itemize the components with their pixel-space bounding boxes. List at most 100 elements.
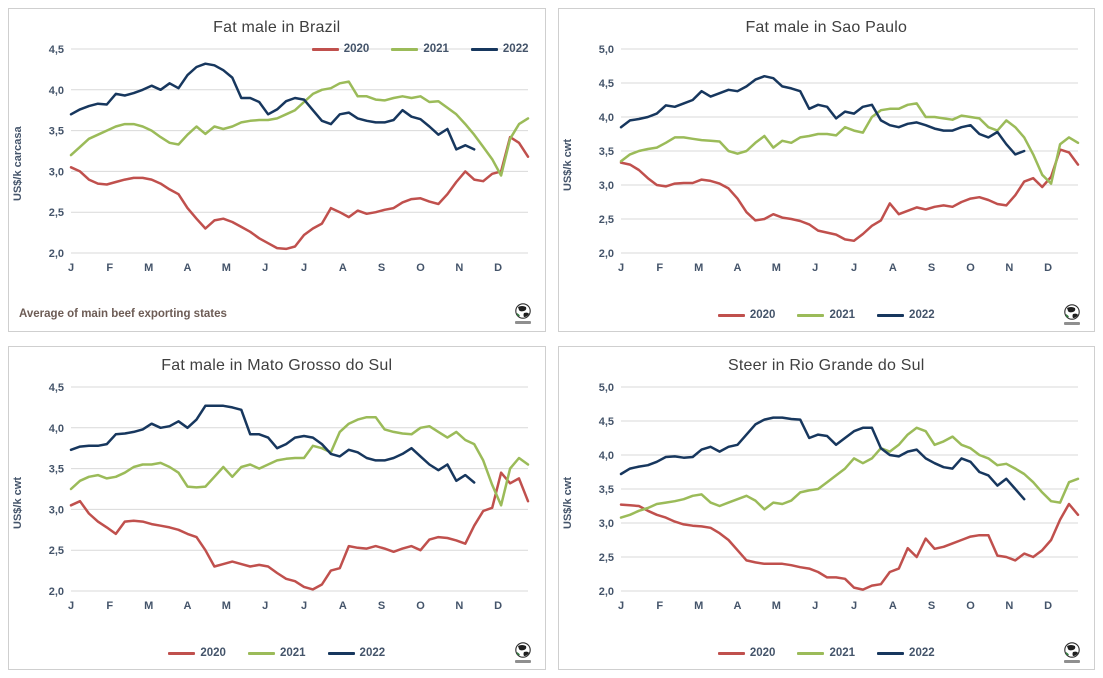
legend-label: 2022	[909, 309, 935, 321]
legend-item-2021: 2021	[391, 43, 449, 55]
x-month-label: S	[378, 600, 385, 612]
x-month-label: S	[928, 262, 935, 274]
y-tick-label: 2,0	[49, 248, 64, 260]
legend-swatch	[877, 651, 905, 655]
x-month-label: D	[494, 262, 502, 274]
chart-title: Fat male in Mato Grosso do Sul	[161, 357, 393, 374]
legend-item-2022: 2022	[877, 647, 935, 659]
x-month-label: O	[416, 262, 425, 274]
y-tick-label: 3,5	[598, 484, 613, 496]
x-month-label: S	[928, 600, 935, 612]
chart-footer: 2020 2021 2022	[559, 637, 1095, 669]
x-month-label: J	[812, 262, 818, 274]
x-month-label: A	[889, 600, 897, 612]
x-month-label: S	[378, 262, 385, 274]
chart-tile-sao-paulo: Fat male in Sao Paulo US$/k cwt 2,0 2,5 3,…	[557, 8, 1095, 332]
legend-swatch	[717, 651, 745, 655]
x-month-label: M	[694, 262, 703, 274]
y-tick-label: 2,0	[598, 248, 613, 260]
legend-item-2020: 2020	[168, 647, 226, 659]
chart-tile-rio-grande-do-sul: Steer in Rio Grande do Sul US$/k cwt 2,0…	[557, 346, 1095, 670]
y-tick-label: 3,0	[49, 166, 64, 178]
x-month-label: O	[416, 600, 425, 612]
series-line-2020	[619, 148, 1079, 243]
x-month-label: A	[889, 262, 897, 274]
line-chart-sao-paulo: 2,0 2,5 3,0 3,5 4,0 4,5 5,0 J F M A M J J A S O N D	[598, 44, 1079, 274]
legend-label: 2022	[502, 43, 529, 55]
x-month-label: A	[339, 262, 347, 274]
x-month-label: M	[222, 600, 231, 612]
x-month-label: A	[184, 600, 192, 612]
x-month-label: M	[222, 262, 231, 274]
legend-swatch	[311, 47, 339, 51]
legend-item-2022: 2022	[470, 43, 529, 55]
y-tick-label: 5,0	[598, 44, 613, 56]
series-line-2022	[70, 404, 476, 484]
legend-swatch	[797, 313, 825, 317]
y-tick-label: 2,5	[49, 207, 64, 219]
legend-label: 2021	[279, 647, 306, 659]
legend-item-2021: 2021	[247, 647, 306, 659]
x-month-label: D	[1044, 600, 1052, 612]
series-line-2022	[619, 416, 1026, 501]
legend-label: 2022	[909, 647, 935, 659]
y-tick-label: 4,5	[49, 382, 64, 394]
chart-area: US$/k cwt 2,0 2,5 3,0 3,5 4,0 4,5 5,0 J F M A M J J A S…	[559, 39, 1095, 299]
series-line-2022	[70, 62, 476, 151]
legend-item-2022: 2022	[327, 647, 385, 659]
x-month-label: D	[494, 600, 502, 612]
y-tick-label: 4,0	[598, 112, 613, 124]
legend-swatch	[327, 651, 355, 655]
x-month-label: F	[107, 262, 114, 274]
legend: 2020 2021 2022	[717, 309, 935, 321]
legend-label: 2020	[749, 647, 776, 659]
x-month-label: F	[656, 600, 663, 612]
series-line-2021	[70, 415, 530, 507]
chart-footer: 2020 2021 2022	[559, 299, 1095, 331]
globe-logo	[1064, 304, 1080, 325]
y-tick-label: 2,0	[49, 586, 64, 598]
globe-logo	[1064, 642, 1080, 663]
legend-label: 2021	[829, 647, 856, 659]
y-tick-label: 3,0	[598, 518, 613, 530]
y-tick-label: 2,5	[49, 545, 64, 557]
x-month-label: N	[1005, 262, 1013, 274]
x-month-label: J	[618, 262, 624, 274]
x-month-label: A	[733, 262, 741, 274]
x-month-label: J	[618, 600, 624, 612]
legend: 2020 2021 2022	[717, 647, 935, 659]
x-month-label: N	[456, 262, 464, 274]
chart-title: Steer in Rio Grande do Sul	[728, 357, 925, 374]
legend-item-2020: 2020	[717, 647, 776, 659]
series-line-2022	[619, 74, 1026, 156]
legend-swatch	[247, 651, 275, 655]
legend-swatch	[797, 651, 825, 655]
chart-area: US$/k cwt 2,0 2,5 3,0 3,5 4,0 4,5 J F M A M J J A S O N D	[9, 377, 545, 637]
legend-item-2020: 2020	[311, 43, 370, 55]
x-month-label: J	[68, 600, 74, 612]
y-tick-label: 4,0	[598, 450, 613, 462]
x-month-label: A	[733, 600, 741, 612]
y-tick-label: 4,5	[49, 44, 64, 56]
x-month-label: M	[771, 600, 780, 612]
legend: 2020 2021 2022	[311, 43, 529, 55]
x-month-label: J	[812, 600, 818, 612]
chart-title: Fat male in Brazil	[213, 19, 341, 36]
legend-label: 2020	[343, 43, 370, 55]
x-month-label: N	[1005, 600, 1013, 612]
legend-swatch	[391, 47, 419, 51]
y-tick-label: 3,0	[49, 504, 64, 516]
x-month-label: F	[107, 600, 114, 612]
x-month-label: J	[262, 262, 268, 274]
y-tick-label: 4,5	[598, 416, 613, 428]
x-month-label: J	[301, 262, 307, 274]
x-month-label: O	[966, 262, 975, 274]
series-line-2020	[70, 471, 530, 591]
x-month-label: M	[144, 262, 153, 274]
series-line-2021	[70, 80, 530, 177]
legend-swatch	[168, 651, 196, 655]
x-month-label: O	[966, 600, 975, 612]
globe-logo	[514, 303, 531, 324]
series-line-2020	[70, 135, 530, 251]
